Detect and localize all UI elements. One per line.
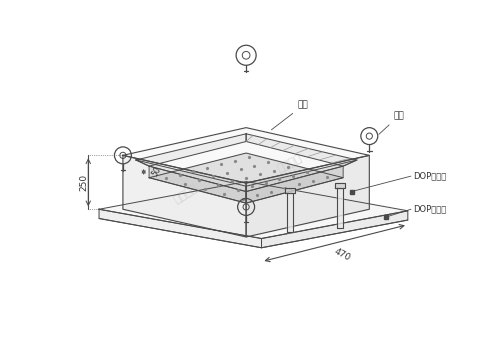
Polygon shape [335,183,345,188]
Polygon shape [246,134,357,166]
Polygon shape [261,211,408,248]
Text: 广州洁净: 广州洁净 [276,152,304,174]
Polygon shape [337,188,343,228]
Polygon shape [136,160,246,191]
Text: 250: 250 [79,174,88,191]
Text: 50: 50 [150,166,163,178]
Polygon shape [246,160,357,191]
Text: 接兰: 接兰 [272,101,309,130]
Text: DOP发尘管: DOP发尘管 [413,172,447,181]
Text: DOP检测管: DOP检测管 [413,205,447,214]
Polygon shape [246,155,369,237]
Polygon shape [285,188,295,193]
Text: 470: 470 [333,247,352,263]
Polygon shape [123,155,246,237]
Polygon shape [149,153,343,203]
Polygon shape [287,193,293,233]
Polygon shape [99,181,408,238]
Text: 吸圈: 吸圈 [379,111,405,134]
Polygon shape [246,166,343,203]
Polygon shape [136,134,246,166]
Polygon shape [123,128,369,183]
Polygon shape [99,209,261,248]
Text: 广州洁净: 广州洁净 [172,183,200,205]
Polygon shape [149,166,246,203]
